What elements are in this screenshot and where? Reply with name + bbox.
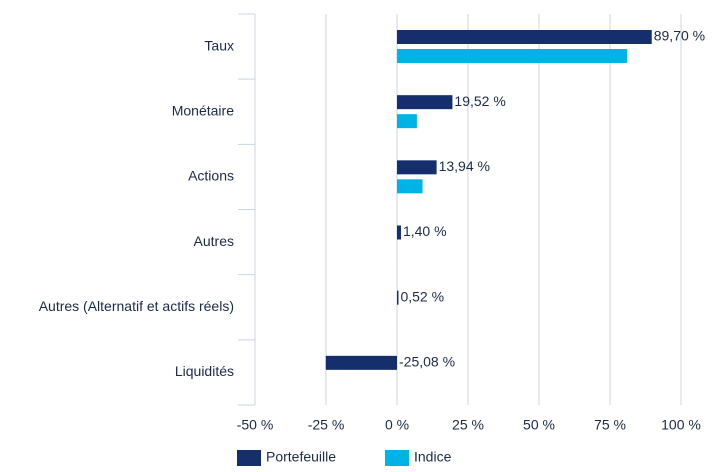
x-tick-label: -25 % (308, 417, 345, 433)
x-tick-label: 75 % (594, 417, 626, 433)
legend-swatch (385, 450, 409, 466)
value-label: 13,94 % (439, 158, 490, 174)
y-tick-label: Autres (194, 233, 234, 249)
bar (397, 114, 417, 128)
legend-swatch (237, 450, 261, 466)
bar (397, 291, 398, 305)
x-tick-label: 0 % (385, 417, 409, 433)
bar (397, 49, 627, 63)
bar (397, 160, 437, 174)
x-tick-label: 50 % (523, 417, 555, 433)
y-tick-label: Taux (204, 37, 234, 53)
legend-label: Portefeuille (266, 449, 336, 465)
value-label: 1,40 % (403, 223, 447, 239)
y-tick-label: Monétaire (172, 102, 234, 118)
x-tick-label: -50 % (237, 417, 274, 433)
bar (397, 95, 452, 109)
bar (397, 226, 401, 240)
value-label: 19,52 % (454, 93, 505, 109)
y-tick-label: Liquidités (175, 363, 234, 379)
value-label: -25,08 % (399, 354, 455, 370)
y-tick-label: Autres (Alternatif et actifs réels) (39, 298, 234, 314)
x-tick-label: 25 % (452, 417, 484, 433)
bar (397, 30, 652, 44)
y-tick-label: Actions (188, 168, 234, 184)
value-label: 0,52 % (400, 288, 444, 304)
bar (397, 179, 423, 193)
legend-label: Indice (414, 449, 452, 465)
value-label: 89,70 % (654, 28, 705, 44)
bar (326, 356, 397, 370)
x-tick-label: 100 % (661, 417, 701, 433)
